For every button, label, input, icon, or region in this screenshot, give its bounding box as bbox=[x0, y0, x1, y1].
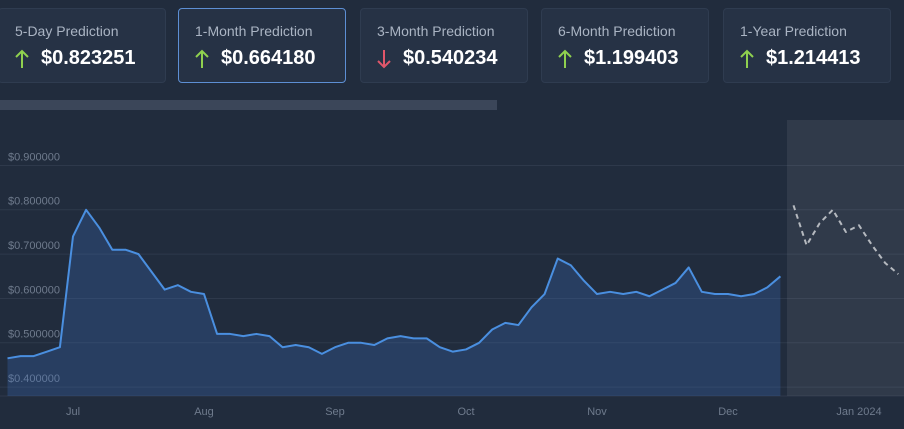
arrow-up bbox=[558, 49, 572, 68]
x-tick-label: Sep bbox=[325, 406, 345, 418]
card-label: 3-Month Prediction bbox=[377, 23, 495, 39]
price-line bbox=[7, 208, 782, 360]
y-tick-label: $0.900000 bbox=[8, 151, 60, 163]
card-value-text: $0.823251 bbox=[41, 47, 136, 69]
card-value: $1.214413 bbox=[740, 47, 861, 70]
prediction-card[interactable]: 6-Month Prediction $1.199403 bbox=[541, 8, 709, 83]
x-tick-label: Jan 2024 bbox=[836, 406, 881, 418]
card-label: 1-Month Prediction bbox=[195, 23, 313, 39]
prediction-card[interactable]: 5-Day Prediction $0.823251 bbox=[0, 8, 166, 83]
arrow-up bbox=[15, 49, 29, 68]
x-tick-label: Nov bbox=[587, 406, 607, 418]
card-value-text: $0.664180 bbox=[221, 47, 316, 69]
prediction-card[interactable]: 1-Year Prediction $1.214413 bbox=[723, 8, 891, 83]
card-value: $0.540234 bbox=[377, 47, 498, 70]
card-value-text: $1.214413 bbox=[766, 47, 861, 69]
forecast-region bbox=[786, 120, 904, 396]
prediction-card[interactable]: 1-Month Prediction $0.664180 bbox=[178, 8, 346, 83]
card-value-text: $0.540234 bbox=[403, 47, 498, 69]
card-value: $1.199403 bbox=[558, 47, 679, 70]
card-label: 6-Month Prediction bbox=[558, 23, 676, 39]
x-tick-label: Dec bbox=[718, 406, 738, 418]
prediction-card[interactable]: 3-Month Prediction $0.540234 bbox=[360, 8, 528, 83]
card-label: 1-Year Prediction bbox=[740, 23, 847, 39]
y-tick-label: $0.800000 bbox=[8, 196, 60, 208]
x-tick-label: Oct bbox=[457, 406, 474, 418]
arrow-down bbox=[377, 49, 391, 68]
card-value: $0.664180 bbox=[195, 47, 316, 70]
y-tick-label: $0.600000 bbox=[8, 284, 60, 296]
x-tick-label: Jul bbox=[66, 406, 80, 418]
card-value: $0.823251 bbox=[15, 47, 136, 70]
x-tick-label: Aug bbox=[194, 406, 214, 418]
scrollbar[interactable] bbox=[0, 100, 497, 110]
y-tick-label: $0.700000 bbox=[8, 240, 60, 252]
y-tick-label: $0.400000 bbox=[8, 373, 60, 385]
forecast-line bbox=[792, 205, 899, 275]
card-label: 5-Day Prediction bbox=[15, 23, 119, 39]
area bbox=[7, 209, 781, 396]
arrow-up bbox=[740, 49, 754, 68]
card-value-text: $1.199403 bbox=[584, 47, 679, 69]
y-tick-label: $0.500000 bbox=[8, 329, 60, 341]
arrow-up bbox=[195, 49, 209, 68]
